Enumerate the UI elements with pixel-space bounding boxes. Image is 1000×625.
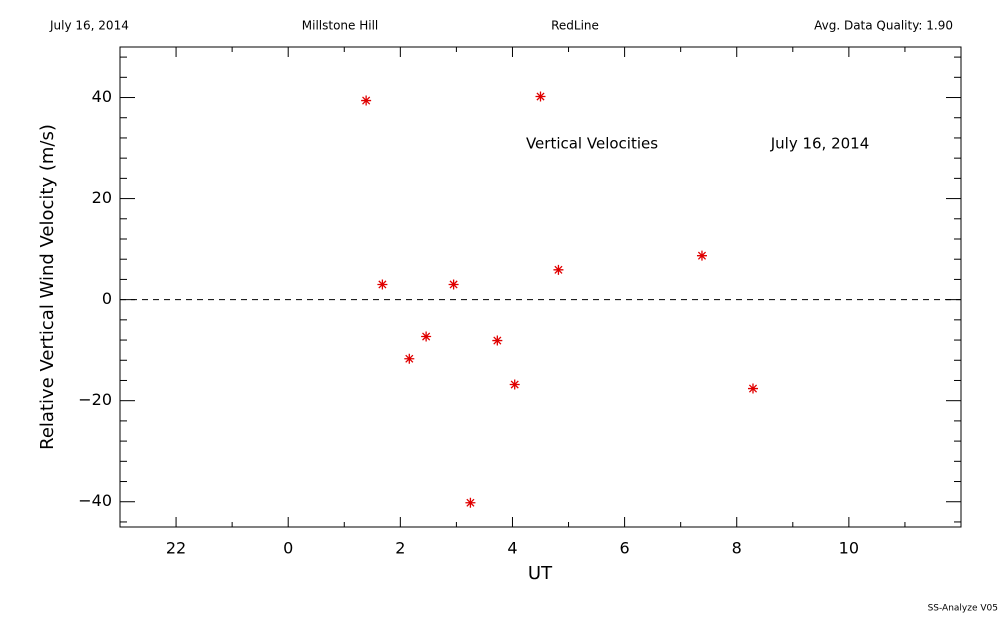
point <box>747 383 758 394</box>
point <box>553 264 564 275</box>
header-site: Millstone Hill <box>302 19 378 33</box>
x-axis-label: UT <box>528 563 553 584</box>
y-tick-label: 20 <box>92 188 112 207</box>
x-tick-label: 0 <box>283 539 293 558</box>
y-tick-label: 40 <box>92 87 112 106</box>
point <box>404 353 415 364</box>
point <box>421 331 432 342</box>
x-tick-label: 10 <box>839 539 859 558</box>
y-tick-label: 0 <box>102 289 112 308</box>
x-tick-label: 4 <box>507 539 517 558</box>
y-tick-label: −40 <box>78 491 112 510</box>
header-quality: Avg. Data Quality: 1.90 <box>814 19 953 33</box>
annotation: Vertical Velocities <box>526 135 658 153</box>
annotation: July 16, 2014 <box>770 135 870 153</box>
point <box>509 379 520 390</box>
point <box>361 95 372 106</box>
footer: SS-Analyze V05 <box>928 604 998 614</box>
point <box>492 335 503 346</box>
plot-frame <box>119 46 962 528</box>
point <box>465 497 476 508</box>
point <box>696 250 707 261</box>
x-tick-label: 6 <box>620 539 630 558</box>
x-tick-label: 8 <box>732 539 742 558</box>
header-line: RedLine <box>551 19 599 33</box>
x-tick-label: 2 <box>395 539 405 558</box>
y-tick-label: −20 <box>78 390 112 409</box>
point <box>535 91 546 102</box>
header-date: July 16, 2014 <box>49 19 129 33</box>
y-axis-label: Relative Vertical Wind Velocity (m/s) <box>37 124 58 450</box>
point <box>448 279 459 290</box>
x-tick-label: 22 <box>166 539 186 558</box>
point <box>377 279 388 290</box>
